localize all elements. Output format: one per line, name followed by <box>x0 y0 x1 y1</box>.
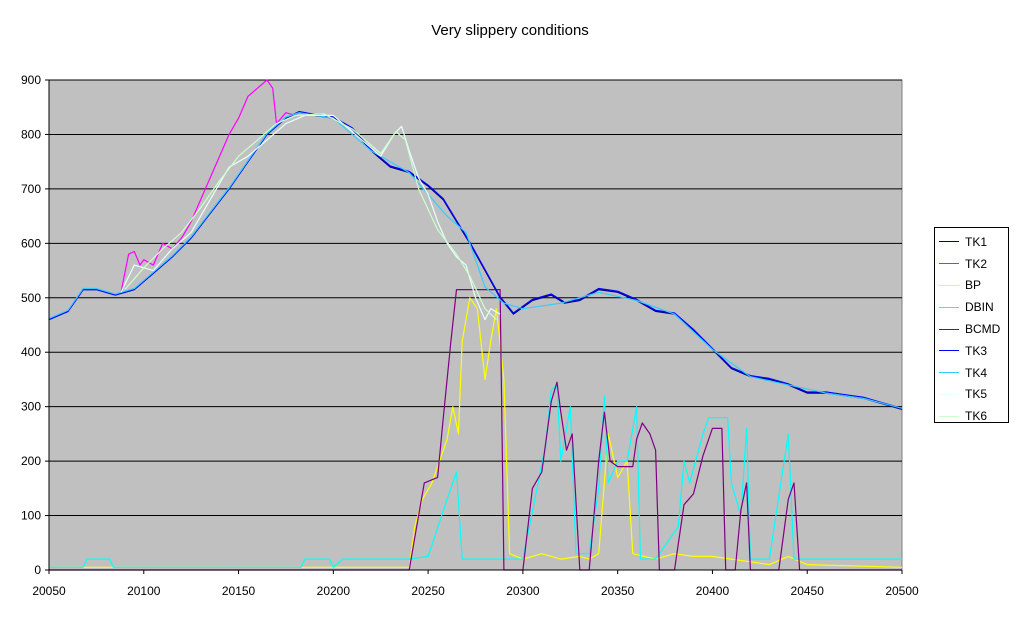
chart-title: Very slippery conditions <box>431 22 589 39</box>
legend-swatch <box>939 241 959 243</box>
series-line-bp <box>49 297 903 568</box>
legend-label: TK3 <box>965 343 988 358</box>
series-line-tk5 <box>120 114 501 321</box>
legend-swatch <box>939 263 959 265</box>
legend-entry: BP <box>939 275 1008 297</box>
x-tick-label: 20200 <box>317 584 351 598</box>
legend-entry: DBIN <box>939 296 1008 318</box>
legend-label: TK6 <box>965 409 988 424</box>
legend-entry: TK2 <box>939 253 1008 275</box>
y-tick-label: 700 <box>21 182 41 196</box>
y-tick-label: 500 <box>21 291 41 305</box>
series-line-tk6 <box>124 113 497 321</box>
y-tick-label: 200 <box>21 454 41 468</box>
y-tick-label: 100 <box>21 509 41 523</box>
legend-label: TK4 <box>965 365 988 380</box>
x-tick-label: 20300 <box>506 584 540 598</box>
y-tick-label: 800 <box>21 127 41 141</box>
legend: TK1 TK2 BP DBIN BCMD TK3 TK4 TK5 TK6 <box>934 227 1009 423</box>
legend-swatch <box>939 306 959 308</box>
series-line-tk4 <box>48 112 903 409</box>
y-tick-label: 900 <box>21 73 41 87</box>
legend-entry: TK1 <box>939 231 1008 253</box>
x-tick-label: 20350 <box>601 584 635 598</box>
legend-entry: BCMD <box>939 318 1008 340</box>
legend-label: BCMD <box>965 322 1001 337</box>
legend-label: TK2 <box>965 256 988 271</box>
legend-label: DBIN <box>965 300 994 315</box>
y-tick-label: 300 <box>21 400 41 414</box>
legend-entry: TK5 <box>939 384 1008 406</box>
legend-swatch <box>939 415 959 417</box>
x-tick-label: 20050 <box>32 584 66 598</box>
plot-area <box>48 79 903 571</box>
legend-entry: TK4 <box>939 362 1008 384</box>
series-line-bcmd <box>49 289 902 571</box>
y-tick-label: 600 <box>21 236 41 250</box>
legend-swatch <box>939 328 959 330</box>
legend-swatch <box>939 284 959 286</box>
x-tick-label: 20450 <box>791 584 825 598</box>
legend-swatch <box>939 350 959 352</box>
y-tick-label: 400 <box>21 345 41 359</box>
legend-label: TK1 <box>965 234 988 249</box>
legend-entry: TK6 <box>939 405 1008 427</box>
x-tick-label: 20100 <box>127 584 161 598</box>
series-line-tk2 <box>120 79 296 293</box>
x-tick-label: 20150 <box>222 584 256 598</box>
legend-swatch <box>939 393 959 395</box>
x-tick-label: 20250 <box>411 584 445 598</box>
legend-entry: TK3 <box>939 340 1008 362</box>
series-line-dbin <box>49 384 902 568</box>
y-tick-label: 0 <box>34 563 41 577</box>
x-tick-label: 20400 <box>696 584 730 598</box>
legend-label: TK5 <box>965 387 988 402</box>
legend-label: BP <box>965 278 982 293</box>
x-tick-label: 20500 <box>885 584 919 598</box>
legend-swatch <box>939 372 959 374</box>
